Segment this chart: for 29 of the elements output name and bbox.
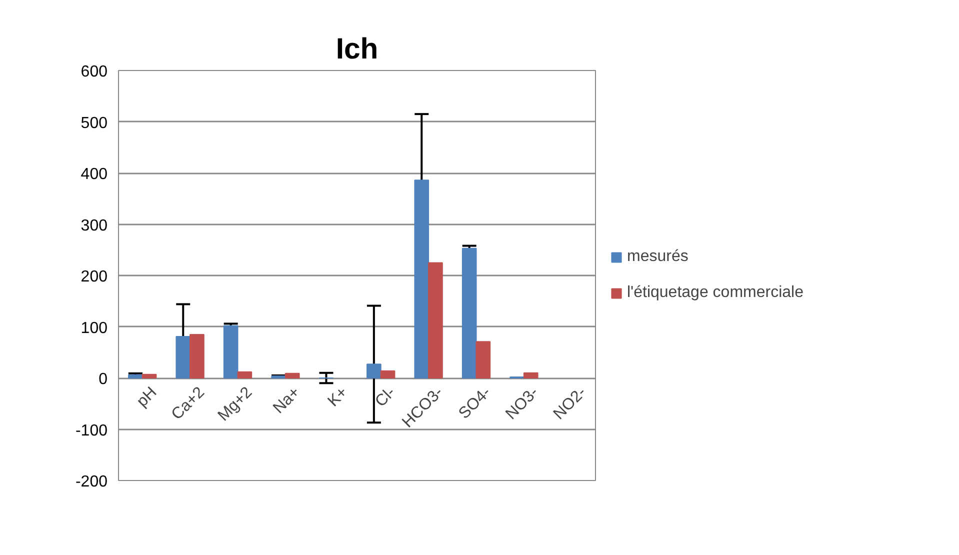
bar [284, 372, 300, 378]
bar [476, 341, 491, 378]
y-tick-label: 500 [80, 114, 108, 132]
legend-label: mesurés [627, 248, 688, 266]
y-tick-label: 400 [80, 166, 108, 183]
bar [237, 371, 252, 378]
y-tick-label: -100 [75, 422, 108, 440]
bar [223, 325, 238, 378]
bar [366, 364, 382, 378]
x-tick-label: K+ [324, 384, 352, 410]
bar [462, 248, 477, 378]
bar [190, 334, 204, 378]
legend-label: l'étiquetage commerciale [627, 284, 804, 302]
y-tick-label: 100 [80, 320, 108, 337]
bar [176, 336, 191, 378]
x-tick-label: Cl- [372, 384, 399, 410]
bar [380, 370, 396, 378]
y-tick-label: 600 [80, 64, 108, 80]
y-tick-label: 300 [80, 217, 108, 234]
y-tick-label: 200 [80, 268, 108, 286]
x-tick-label: pH [134, 384, 160, 410]
bar [142, 374, 157, 378]
bar [414, 180, 430, 378]
bar [523, 372, 538, 378]
chart-title: Ich [336, 32, 378, 66]
y-tick-label: 0 [98, 371, 108, 388]
bar [428, 262, 443, 378]
x-tick-label: Na+ [270, 384, 304, 418]
y-tick-label: -200 [75, 474, 108, 490]
